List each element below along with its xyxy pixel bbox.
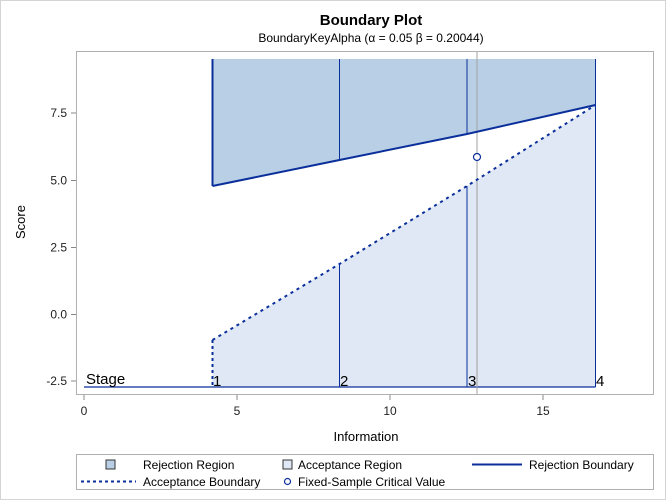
legend-rejection-region: Rejection Region <box>143 458 234 472</box>
x-axis-label: Information <box>333 429 398 444</box>
y-tick-label: 7.5 <box>50 106 67 120</box>
acceptance-boundary-line <box>211 104 597 341</box>
legend: Rejection Region Acceptance Region Rejec… <box>76 454 654 490</box>
y-tick-label: 0.0 <box>50 308 67 322</box>
chart-subtitle: BoundaryKeyAlpha (α = 0.05 β = 0.20044) <box>258 31 483 45</box>
x-axis: 0 5 10 15 Information <box>81 395 550 444</box>
x-tick-label: 10 <box>383 404 397 418</box>
legend-acceptance-boundary: Acceptance Boundary <box>143 475 260 489</box>
legend-rejection-boundary: Rejection Boundary <box>529 458 634 472</box>
y-axis-label: Score <box>13 205 28 239</box>
stage-1-label: 1 <box>213 373 221 390</box>
legend-acceptance-region: Acceptance Region <box>298 458 402 472</box>
fixed-sample-marker-icon <box>283 477 292 486</box>
acceptance-region <box>212 105 596 387</box>
y-tick-label: 2.5 <box>50 241 67 255</box>
x-tick-label: 15 <box>536 404 550 418</box>
plot-area: Stage 1 2 3 4 <box>76 51 654 395</box>
y-tick-label: -2.5 <box>46 374 67 388</box>
rejection-boundary-line <box>212 104 596 187</box>
fixed-sample-critical-value-marker <box>472 152 482 162</box>
rejection-region-swatch-icon <box>105 459 116 470</box>
stage-4-label: 4 <box>596 373 604 390</box>
x-tick-label: 5 <box>234 404 241 418</box>
rejection-region <box>212 59 596 186</box>
stage-3-label: 3 <box>468 373 476 390</box>
acceptance-region-swatch-icon <box>282 459 293 470</box>
y-axis: 7.5 5.0 2.5 0.0 -2.5 Score <box>13 106 76 388</box>
y-tick-label: 5.0 <box>50 174 67 188</box>
chart-title: Boundary Plot <box>320 12 423 29</box>
stage-label: Stage <box>86 371 125 388</box>
x-tick-label: 0 <box>81 404 88 418</box>
legend-fixed-sample-critical-value: Fixed-Sample Critical Value <box>298 475 445 489</box>
stage-2-label: 2 <box>340 373 348 390</box>
